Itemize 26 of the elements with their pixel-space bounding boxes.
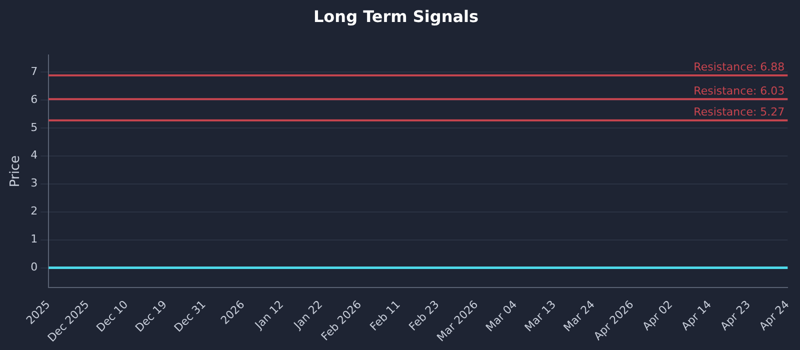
x-tick-label: Mar 04 bbox=[483, 298, 520, 334]
y-tick-label: 1 bbox=[30, 232, 38, 246]
y-tick-label: 5 bbox=[30, 120, 38, 134]
x-tick-label: Apr 02 bbox=[640, 298, 676, 333]
x-tick-label: Feb 23 bbox=[406, 298, 442, 334]
y-tick-label: 0 bbox=[30, 260, 38, 274]
chart-title: Long Term Signals bbox=[313, 6, 479, 26]
x-tick-label: Dec 31 bbox=[172, 298, 208, 335]
x-tick-label: Apr 24 bbox=[756, 298, 792, 333]
y-tick-label: 7 bbox=[30, 64, 38, 78]
y-tick-label: 6 bbox=[30, 92, 38, 106]
x-tick-label: Feb 11 bbox=[367, 298, 403, 334]
x-tick-label: Dec 19 bbox=[132, 298, 170, 335]
y-tick-label: 3 bbox=[30, 176, 38, 190]
y-axis-title: Price bbox=[8, 155, 24, 188]
x-tick-label: Jan 12 bbox=[252, 298, 286, 332]
x-tick-label: Apr 23 bbox=[718, 298, 753, 333]
x-tick-label: Apr 14 bbox=[678, 298, 714, 333]
ref-line-label: Resistance: 6.88 bbox=[694, 60, 785, 74]
ref-line-label: Resistance: 5.27 bbox=[694, 106, 785, 119]
x-tick-label: Dec 10 bbox=[94, 298, 131, 335]
y-tick-label: 2 bbox=[30, 204, 38, 218]
x-tick-label: Jan 22 bbox=[290, 298, 326, 332]
x-tick-label: Mar 13 bbox=[522, 298, 558, 334]
y-tick-label: 4 bbox=[30, 148, 38, 162]
ref-line-label: Resistance: 6.03 bbox=[694, 84, 785, 98]
